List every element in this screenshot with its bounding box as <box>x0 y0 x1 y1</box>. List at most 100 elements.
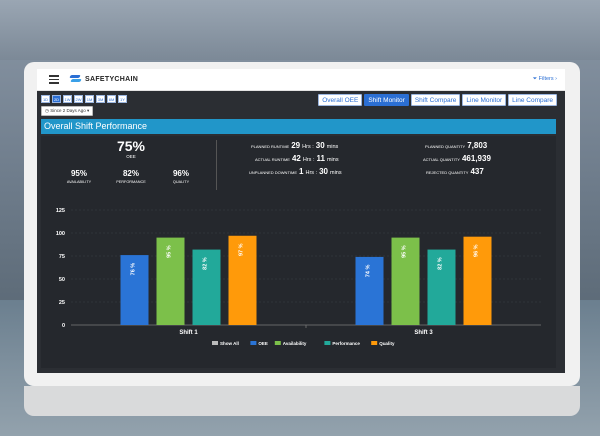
tab-shift-compare[interactable]: Shift Compare <box>410 94 461 106</box>
legend-swatch <box>250 341 257 345</box>
planned-quantity: PLANNED QUANTITY 7,803 <box>425 141 487 150</box>
legend-swatch <box>274 341 281 345</box>
quality-value: 96% <box>172 169 189 178</box>
unplanned-downtime-mins-unit: mins <box>330 170 342 176</box>
tab-shift-monitor[interactable]: Shift Monitor <box>364 94 409 106</box>
app-screen: SAFETYCHAIN ⏷ Filters › 1D 2D 1W 2W 1M 3M 6M 1Y… <box>37 69 565 373</box>
category-label: Shift 1 <box>179 330 198 336</box>
clock-icon: ◷ <box>45 108 49 113</box>
range-button-1w[interactable]: 1W <box>63 95 72 103</box>
hamburger-icon[interactable] <box>49 75 59 84</box>
legend-label-oee: OEE <box>258 341 268 346</box>
rejected-quantity-value: 437 <box>470 167 484 176</box>
bar-availability-shift-1 <box>156 237 185 325</box>
quality-label: QUALITY <box>172 180 190 184</box>
bar-performance-shift-3 <box>427 249 456 325</box>
oee-label: OEE <box>126 154 136 159</box>
performance-kpi: 82% PERFORMANCE <box>111 169 151 184</box>
tab-overall-oee[interactable]: Overall OEE <box>318 94 363 106</box>
bar-value-label: 95 % <box>402 245 408 258</box>
bar-value-label: 76 % <box>131 263 137 276</box>
unplanned-downtime: UNPLANNED DOWNTIME 1 Hrs : 30 mins <box>249 167 342 176</box>
unplanned-downtime-hrs: 1 <box>299 167 304 176</box>
actual-quantity-value: 461,939 <box>461 154 491 163</box>
brand-logo: SAFETYCHAIN <box>69 74 138 85</box>
unplanned-downtime-label: UNPLANNED DOWNTIME <box>249 170 298 175</box>
y-tick-label: 0 <box>62 323 65 329</box>
range-button-2w[interactable]: 2W <box>74 95 83 103</box>
bar-performance-shift-1 <box>192 249 221 325</box>
filter-icon: ⏷ <box>532 76 538 82</box>
y-tick-label: 75 <box>59 254 65 260</box>
bar-quality-shift-3 <box>463 236 492 325</box>
actual-quantity-label: ACTUAL QUANTITY <box>423 157 460 162</box>
planned-runtime-hrs: 29 <box>291 141 301 150</box>
legend-swatch <box>324 341 331 345</box>
range-button-6m[interactable]: 6M <box>107 95 116 103</box>
bar-value-label: 96 % <box>474 244 480 257</box>
performance-label: PERFORMANCE <box>116 180 146 184</box>
y-tick-label: 100 <box>56 231 65 237</box>
planned-runtime-mins-unit: mins <box>326 144 339 150</box>
bar-quality-shift-1 <box>228 235 257 325</box>
monitor-chin <box>24 386 580 416</box>
planned-runtime-label: PLANNED RUNTIME <box>251 144 290 149</box>
legend-swatch <box>371 341 378 345</box>
shift-performance-chart: 0 25 50 75 100 125 76 % 95 % 82 % 97 % Shift 1 74 %… <box>56 208 541 346</box>
bar-availability-shift-3 <box>391 237 420 325</box>
oee-summary: 75% OEE <box>111 138 151 159</box>
summary-divider <box>216 140 217 190</box>
section-title-bar: Overall Shift Performance <box>41 119 556 134</box>
bar-value-label: 74 % <box>366 265 372 278</box>
y-tick-label: 25 <box>59 300 65 306</box>
range-button-1d[interactable]: 1D <box>41 95 50 103</box>
range-button-1m[interactable]: 1M <box>85 95 94 103</box>
tab-line-compare[interactable]: Line Compare <box>508 94 557 106</box>
planned-quantity-label: PLANNED QUANTITY <box>425 144 466 149</box>
actual-runtime-label: ACTUAL RUNTIME <box>255 157 290 162</box>
planned-runtime-mins: 30 <box>315 141 325 150</box>
planned-runtime-hrs-unit: Hrs : <box>302 144 314 150</box>
availability-label: AVAILABILITY <box>66 180 92 184</box>
quality-kpi: 96% QUALITY <box>161 169 201 184</box>
filters-label: Filters › <box>538 76 557 82</box>
background-top <box>0 0 600 60</box>
since-label: Since 2 Days Ago ▾ <box>50 108 90 113</box>
view-tabs: Overall OEE Shift Monitor Shift Compare Lin… <box>318 94 557 106</box>
unplanned-downtime-hrs-unit: Hrs : <box>305 170 318 176</box>
legend-label-performance: Performance <box>332 341 360 346</box>
rejected-quantity-label: REJECTED QUANTITY <box>426 170 469 175</box>
y-tick-label: 125 <box>56 208 65 214</box>
bar-oee-shift-1 <box>120 255 149 325</box>
performance-value: 82% <box>122 169 139 178</box>
planned-runtime: PLANNED RUNTIME 29 Hrs : 30 mins <box>251 141 338 150</box>
range-button-3m[interactable]: 3M <box>96 95 105 103</box>
y-tick-label: 50 <box>59 277 65 283</box>
rejected-quantity: REJECTED QUANTITY 437 <box>426 167 484 176</box>
unplanned-downtime-mins: 30 <box>319 167 328 176</box>
range-button-1y[interactable]: 1Y <box>118 95 127 103</box>
oee-value: 75% <box>116 138 146 154</box>
actual-runtime-mins: 11 <box>316 154 325 163</box>
legend-swatch <box>212 341 218 345</box>
performance-panel: 75% OEE 95% AVAILABILITY 82% PERFORMANCE… <box>41 136 556 368</box>
availability-kpi: 95% AVAILABILITY <box>59 169 99 184</box>
safetychain-logo-icon <box>69 74 82 85</box>
range-button-2d[interactable]: 2D <box>52 95 61 103</box>
actual-runtime-mins-unit: mins <box>326 157 339 163</box>
tab-line-monitor[interactable]: Line Monitor <box>462 94 507 106</box>
category-label: Shift 3 <box>414 330 433 336</box>
top-bar: SAFETYCHAIN ⏷ Filters › <box>37 69 565 91</box>
bar-value-label: 95 % <box>167 245 173 258</box>
since-dropdown[interactable]: ◷ Since 2 Days Ago ▾ <box>41 106 94 116</box>
bar-value-label: 97 % <box>239 243 245 256</box>
planned-quantity-value: 7,803 <box>467 141 488 150</box>
dashboard-main: 1D 2D 1W 2W 1M 3M 6M 1Y ◷ Since 2 Days Ago ▾ Ov… <box>37 91 565 373</box>
actual-quantity: ACTUAL QUANTITY 461,939 <box>423 154 491 163</box>
brand-name: SAFETYCHAIN <box>85 76 139 83</box>
section-title: Overall Shift Performance <box>44 121 148 131</box>
legend-label-show-all: Show All <box>220 341 239 346</box>
actual-runtime: ACTUAL RUNTIME 42 Hrs : 11 mins <box>255 154 339 163</box>
filters-link[interactable]: ⏷ Filters › <box>533 76 557 83</box>
actual-runtime-hrs-unit: Hrs : <box>302 157 315 163</box>
